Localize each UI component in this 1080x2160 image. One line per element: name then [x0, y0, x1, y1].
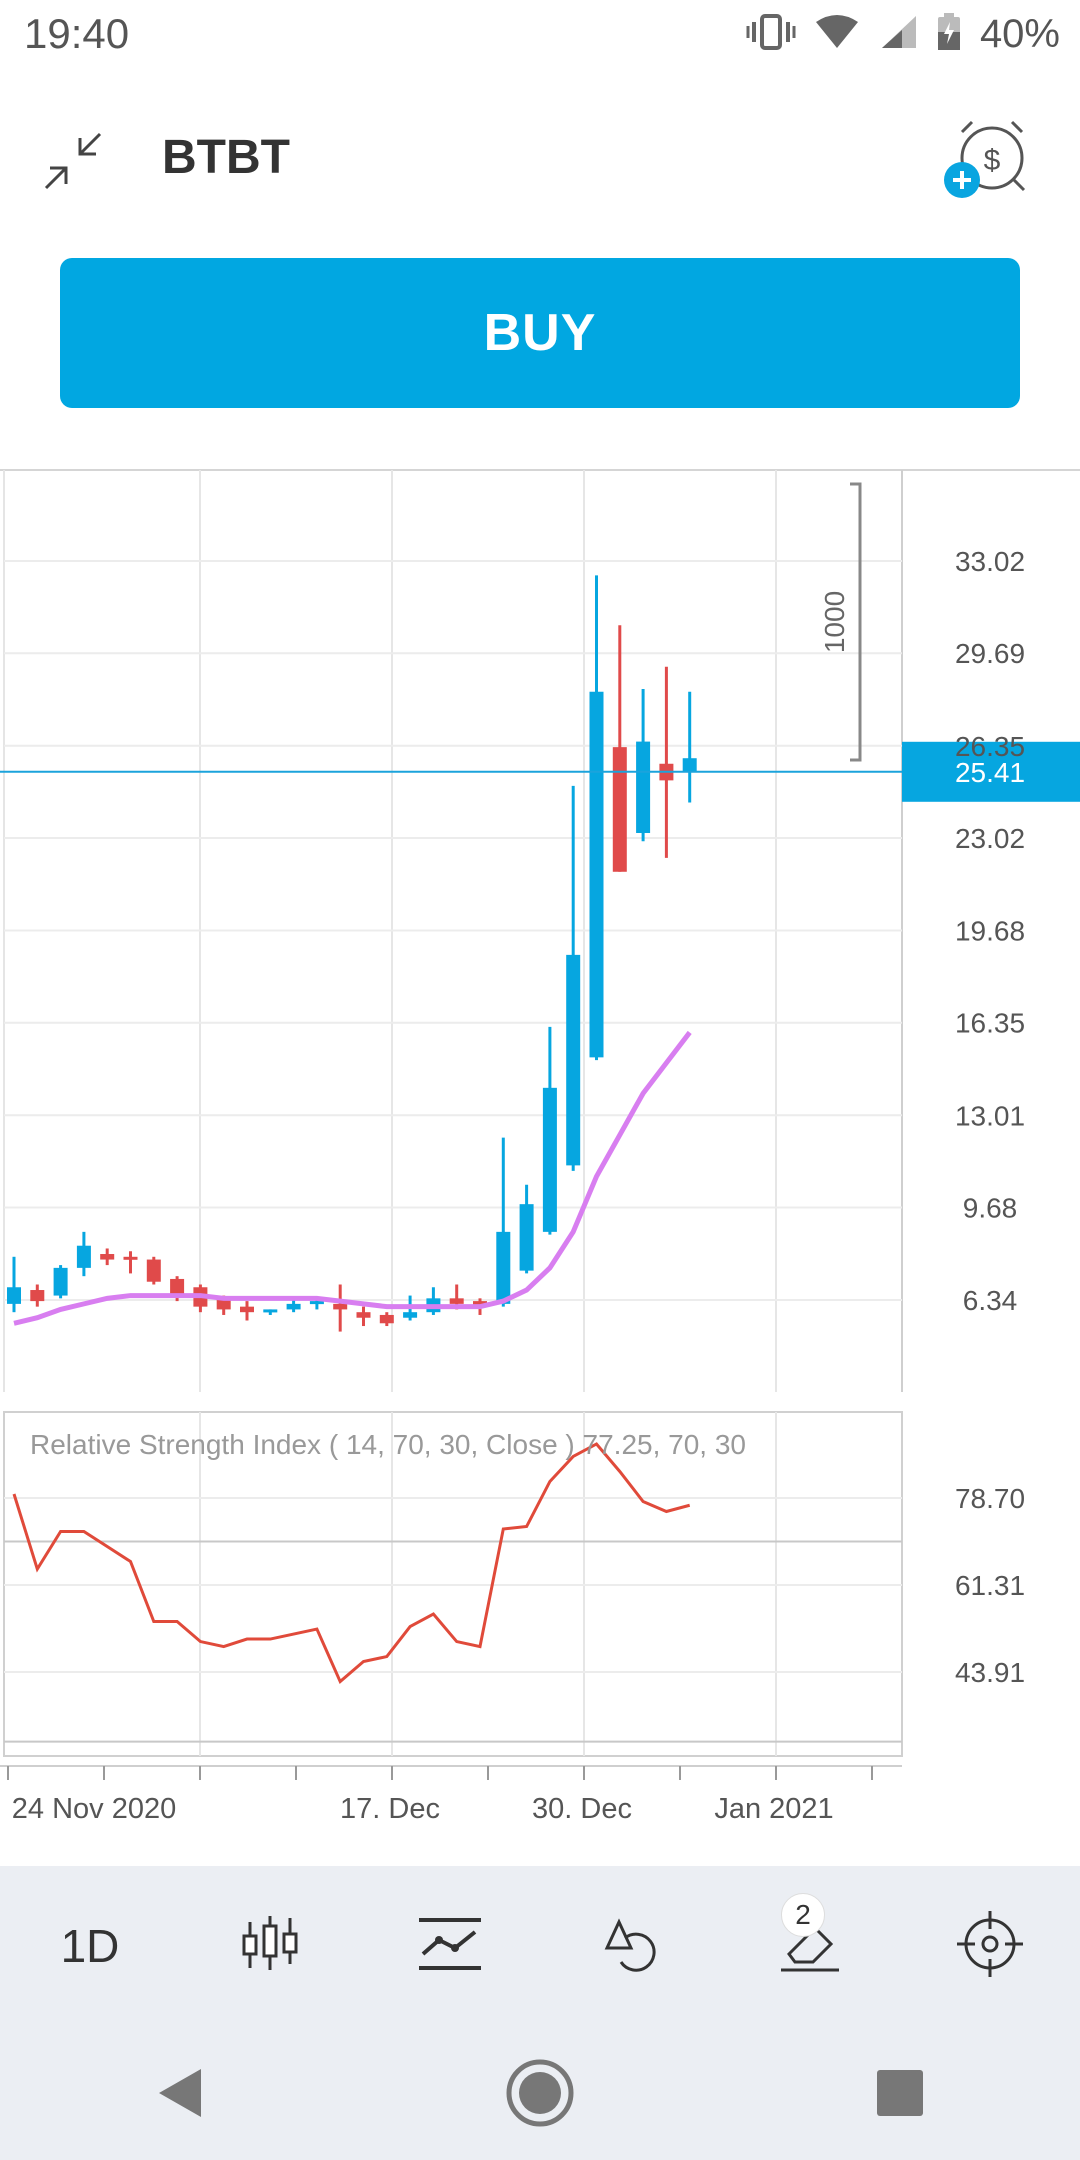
vibrate-icon — [746, 12, 796, 57]
rsi-axis-label: 78.70 — [955, 1483, 1025, 1514]
time-axis-label: 24 Nov 2020 — [12, 1793, 176, 1825]
price-axis-label: 16.35 — [955, 1008, 1025, 1039]
candle — [240, 1301, 254, 1321]
svg-text:$: $ — [984, 144, 1001, 177]
system-nav-bar — [0, 2026, 1080, 2160]
price-axis-label: 19.68 — [955, 916, 1025, 947]
drawings-count-badge: 2 — [781, 1893, 825, 1937]
candle — [636, 688, 651, 842]
back-icon[interactable] — [130, 2043, 230, 2143]
status-bar: 19:40 40% — [0, 0, 1080, 74]
home-icon[interactable] — [490, 2043, 590, 2143]
rsi-label: Relative Strength Index ( 14, 70, 30, Cl… — [30, 1429, 746, 1460]
signal-icon — [878, 14, 918, 55]
candle — [379, 1312, 394, 1327]
buy-button[interactable]: BUY — [60, 258, 1020, 408]
last-price-label: 25.41 — [955, 757, 1025, 788]
wifi-icon — [814, 14, 860, 55]
time-axis-label: 17. Dec — [340, 1793, 440, 1825]
candle — [53, 1265, 68, 1299]
candle — [30, 1284, 45, 1307]
candle — [333, 1284, 348, 1332]
last-price-tag — [902, 741, 1080, 802]
crosshair-icon — [955, 1909, 1025, 1984]
price-alert-icon[interactable]: $ — [942, 118, 1032, 208]
interval-button[interactable]: 1D — [45, 1901, 135, 1991]
price-axis-label: 13.01 — [955, 1100, 1025, 1131]
candle — [100, 1248, 115, 1266]
price-axis-label: 29.69 — [955, 638, 1025, 669]
candle — [519, 1184, 534, 1274]
volume-scale-label: 1000 — [819, 591, 850, 653]
rsi-axis-label: 61.31 — [955, 1570, 1025, 1601]
candle — [426, 1287, 441, 1315]
recents-icon[interactable] — [850, 2043, 950, 2143]
candle — [356, 1306, 371, 1327]
rsi-axis-label: 43.91 — [955, 1657, 1025, 1688]
battery-percent: 40% — [979, 12, 1060, 56]
candle — [542, 1026, 557, 1235]
interval-label: 1D — [60, 1920, 120, 1972]
candle — [589, 575, 604, 1061]
candle — [146, 1256, 161, 1285]
time-axis-label: 30. Dec — [532, 1793, 632, 1825]
price-axis-label: 23.02 — [955, 823, 1025, 854]
time-axis-label: Jan 2021 — [714, 1793, 833, 1825]
price-axis-label: 33.02 — [955, 546, 1025, 577]
candle — [76, 1231, 91, 1277]
candle — [263, 1309, 278, 1315]
candle — [566, 785, 581, 1171]
indicators-icon — [417, 1914, 483, 1979]
status-time: 19:40 — [24, 10, 130, 57]
crosshair-button[interactable] — [945, 1901, 1035, 1991]
moving-average-line — [13, 1030, 692, 1326]
candle — [612, 625, 627, 872]
price-chart[interactable]: 25.41 1000 Relative Strength Index ( 14,… — [0, 466, 1080, 1836]
header: BTBT $ — [0, 100, 1080, 220]
candle — [496, 1137, 511, 1307]
candlestick-icon — [240, 1914, 300, 1979]
indicators-button[interactable] — [405, 1901, 495, 1991]
chart-canvas[interactable]: 25.41 1000 Relative Strength Index ( 14,… — [0, 466, 1080, 1836]
candle — [659, 666, 674, 858]
price-axis-label: 6.34 — [963, 1285, 1018, 1316]
price-axis-label: 26.35 — [955, 731, 1025, 762]
collapse-icon[interactable] — [38, 126, 108, 196]
candle — [123, 1251, 138, 1274]
price-axis-label: 9.68 — [963, 1192, 1018, 1223]
chart-toolbar: 1D — [0, 1866, 1080, 2026]
battery-icon — [936, 12, 962, 57]
candle — [7, 1256, 21, 1313]
drawing-tools-button[interactable] — [585, 1901, 675, 1991]
chart-type-button[interactable] — [225, 1901, 315, 1991]
candle — [682, 691, 697, 803]
volume-scale-bracket — [850, 482, 862, 762]
drawings-button[interactable]: 2 — [765, 1893, 855, 1991]
symbol-title: BTBT — [162, 131, 290, 184]
shapes-icon — [597, 1914, 663, 1979]
rsi-line — [12, 1442, 691, 1685]
status-icons: 40% — [746, 12, 1060, 57]
